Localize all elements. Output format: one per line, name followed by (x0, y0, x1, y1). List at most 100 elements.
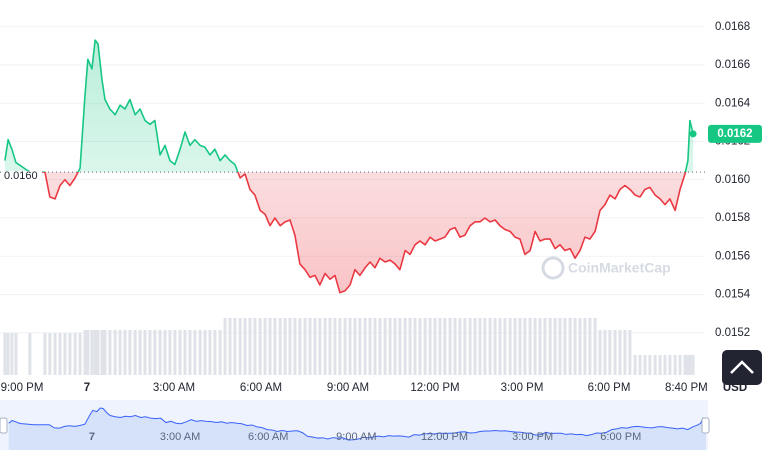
volume-bar (218, 330, 222, 375)
volume-bar (488, 318, 492, 375)
volume-bar (96, 330, 100, 375)
volume-bar (458, 318, 462, 375)
volume-bar (78, 333, 82, 375)
baseline-label: 0.0160 (4, 170, 38, 182)
volume-bar (90, 330, 94, 375)
volume-bar (473, 318, 477, 375)
navigator-tick-label: 6:00 AM (248, 431, 288, 443)
scroll-top-button[interactable] (722, 350, 762, 385)
x-tick-label: 12:00 PM (410, 382, 459, 394)
volume-bar (638, 355, 642, 375)
volume-bar (273, 318, 277, 375)
currency-label: USD (723, 382, 747, 394)
volume-bar (358, 318, 362, 375)
volume-bar (158, 330, 162, 375)
volume-bar (163, 330, 167, 375)
volume-bar (423, 318, 427, 375)
volume-bar (393, 318, 397, 375)
volume-bar (388, 318, 392, 375)
volume-bar (548, 318, 552, 375)
volume-bar (243, 318, 247, 375)
navigator-tick-label: 3:00 AM (160, 431, 200, 443)
volume-bar (563, 318, 567, 375)
x-tick-label: 6:00 PM (588, 382, 631, 394)
volume-bar (678, 355, 682, 375)
volume-bar (573, 318, 577, 375)
volume-bar (538, 318, 542, 375)
y-tick-label: 0.0164 (715, 97, 751, 109)
price-line (4, 39, 694, 294)
navigator-tick-label: 9:00 AM (336, 431, 376, 443)
baseline-label-bg (2, 171, 42, 184)
volume-bar (253, 318, 257, 375)
volume-bar (288, 318, 292, 375)
volume-bar (298, 318, 302, 375)
volume-bar (128, 330, 132, 375)
volume-bar (683, 355, 687, 375)
navigator-area (8, 408, 706, 450)
volume-bar (338, 318, 342, 375)
volume-bar (348, 318, 352, 375)
volume-bar (28, 333, 32, 375)
volume-bar (618, 330, 622, 375)
volume-bar (173, 330, 177, 375)
volume-bar (583, 318, 587, 375)
volume-bar (418, 318, 422, 375)
volume-bar (308, 318, 312, 375)
volume-bar (238, 318, 242, 375)
x-tick-label: 9:00 PM (1, 382, 44, 394)
volume-bar (668, 355, 672, 375)
volume-bar (83, 330, 87, 375)
volume-bar (278, 318, 282, 375)
volume-bar (223, 318, 227, 375)
volume-bar (513, 318, 517, 375)
volume-bar (493, 318, 497, 375)
navigator-handle[interactable] (0, 417, 8, 434)
volume-bar (688, 355, 692, 375)
volume-bar (63, 333, 67, 375)
volume-bar (153, 330, 157, 375)
volume-bar (468, 318, 472, 375)
volume-bar (283, 318, 287, 375)
volume-bar (268, 318, 272, 375)
volume-bar (113, 330, 117, 375)
volume-bar (643, 355, 647, 375)
volume-bar (133, 330, 137, 375)
volume-bar (148, 330, 152, 375)
volume-bar (528, 318, 532, 375)
volume-bar (3, 333, 7, 375)
volume-bar (143, 330, 147, 375)
navigator-handle[interactable] (701, 417, 710, 434)
watermark-text: CoinMarketCap (568, 260, 671, 276)
volume-bar (663, 355, 667, 375)
volume-bar (373, 318, 377, 375)
volume-bar (248, 318, 252, 375)
volume-bar (178, 330, 182, 375)
navigator-line (8, 407, 707, 441)
volume-bar (588, 318, 592, 375)
volume-bar (686, 355, 690, 375)
y-tick-label: 0.0158 (715, 212, 750, 224)
volume-bar (14, 333, 18, 375)
volume-bar (328, 318, 332, 375)
volume-bar (478, 318, 482, 375)
x-tick-label: 3:00 PM (501, 382, 544, 394)
volume-bar (608, 330, 612, 375)
volume-bar (118, 330, 122, 375)
volume-bar (408, 318, 412, 375)
y-tick-label: 0.0168 (715, 21, 750, 33)
volume-bar (498, 318, 502, 375)
volume-bar (168, 330, 172, 375)
x-tick-label: 8:40 PM (665, 382, 708, 394)
volume-bar (363, 318, 367, 375)
volume-bar (438, 318, 442, 375)
x-tick-label: 7 (84, 382, 90, 394)
volume-bar (48, 333, 52, 375)
volume-bar (428, 318, 432, 375)
volume-bar (508, 318, 512, 375)
volume-bar (603, 330, 607, 375)
volume-bar (333, 318, 337, 375)
x-tick-label: 9:00 AM (327, 382, 369, 394)
volume-bar (413, 318, 417, 375)
